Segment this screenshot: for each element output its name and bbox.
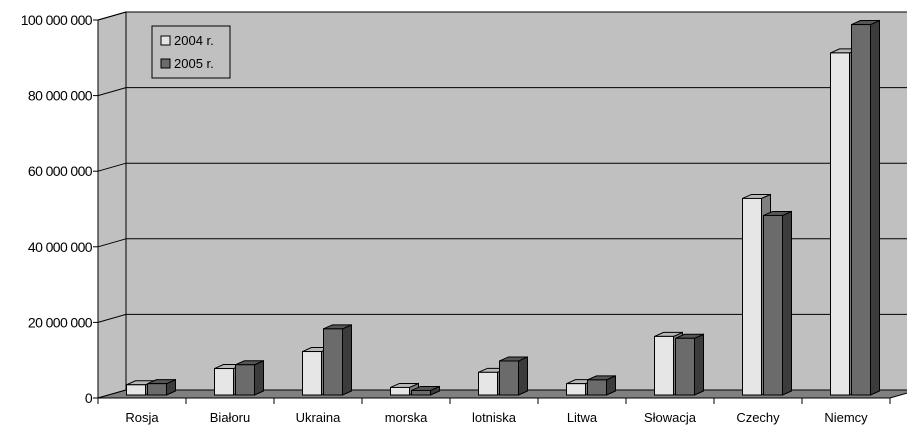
legend-label-2004: 2004 r. [174,33,214,48]
x-tick-label-0: Rosja [125,410,159,425]
y-tick-label: 60 000 000 [28,163,93,179]
x-axis: Rosja Białoru Ukraina morska lotniska Litwa Sł… [97,397,891,425]
gridline-side [97,11,127,21]
y-axis: 0 20 000 000 40 000 000 60 000 000 80 000 00… [21,12,99,406]
bar-2005 r.-Rosja [147,378,176,396]
x-tick-label-7: Czechy [736,410,780,425]
bar-2005 r.-Czechy [763,210,792,396]
side-wall [97,11,127,399]
bar-2005 r.-Białoru [235,359,264,396]
x-tick-label-1: Białoru [210,410,250,425]
x-tick-label-8: Niemcy [824,410,868,425]
x-tick-label-3: morska [385,410,428,425]
legend-label-2005: 2005 r. [174,56,214,71]
x-tick-label-2: Ukraina [296,410,342,425]
y-tick-label: 40 000 000 [28,239,93,255]
bars [126,19,880,396]
x-tick-label-5: Litwa [567,410,598,425]
bar-2005 r.-morska [411,385,440,396]
y-tick-label: 100 000 000 [21,12,93,28]
gridline-side [97,162,127,172]
legend-swatch-2005 [160,58,171,69]
bar-2004 r.-morska [390,382,419,396]
legend-box [151,25,231,79]
bar-2005 r.-Litwa [587,375,616,396]
y-tick-label: 0 [85,390,93,406]
gridline-side [97,238,127,248]
bar-2005 r.-Ukraina [323,324,352,396]
bar-2005 r.-Niemcy [851,19,880,396]
bar-2005 r.-lotniska [499,356,528,396]
y-tick-label: 80 000 000 [28,88,93,104]
gridline-side [97,87,127,97]
gridline-side [97,313,127,323]
x-tick-label-6: Słowacja [644,410,697,425]
y-tick-label: 20 000 000 [28,314,93,330]
bar-2005 r.-Słowacja [675,333,704,396]
legend-swatch-2004 [160,35,171,46]
legend: 2004 r. 2005 r. [151,25,231,79]
x-tick-label-4: lotniska [472,410,517,425]
